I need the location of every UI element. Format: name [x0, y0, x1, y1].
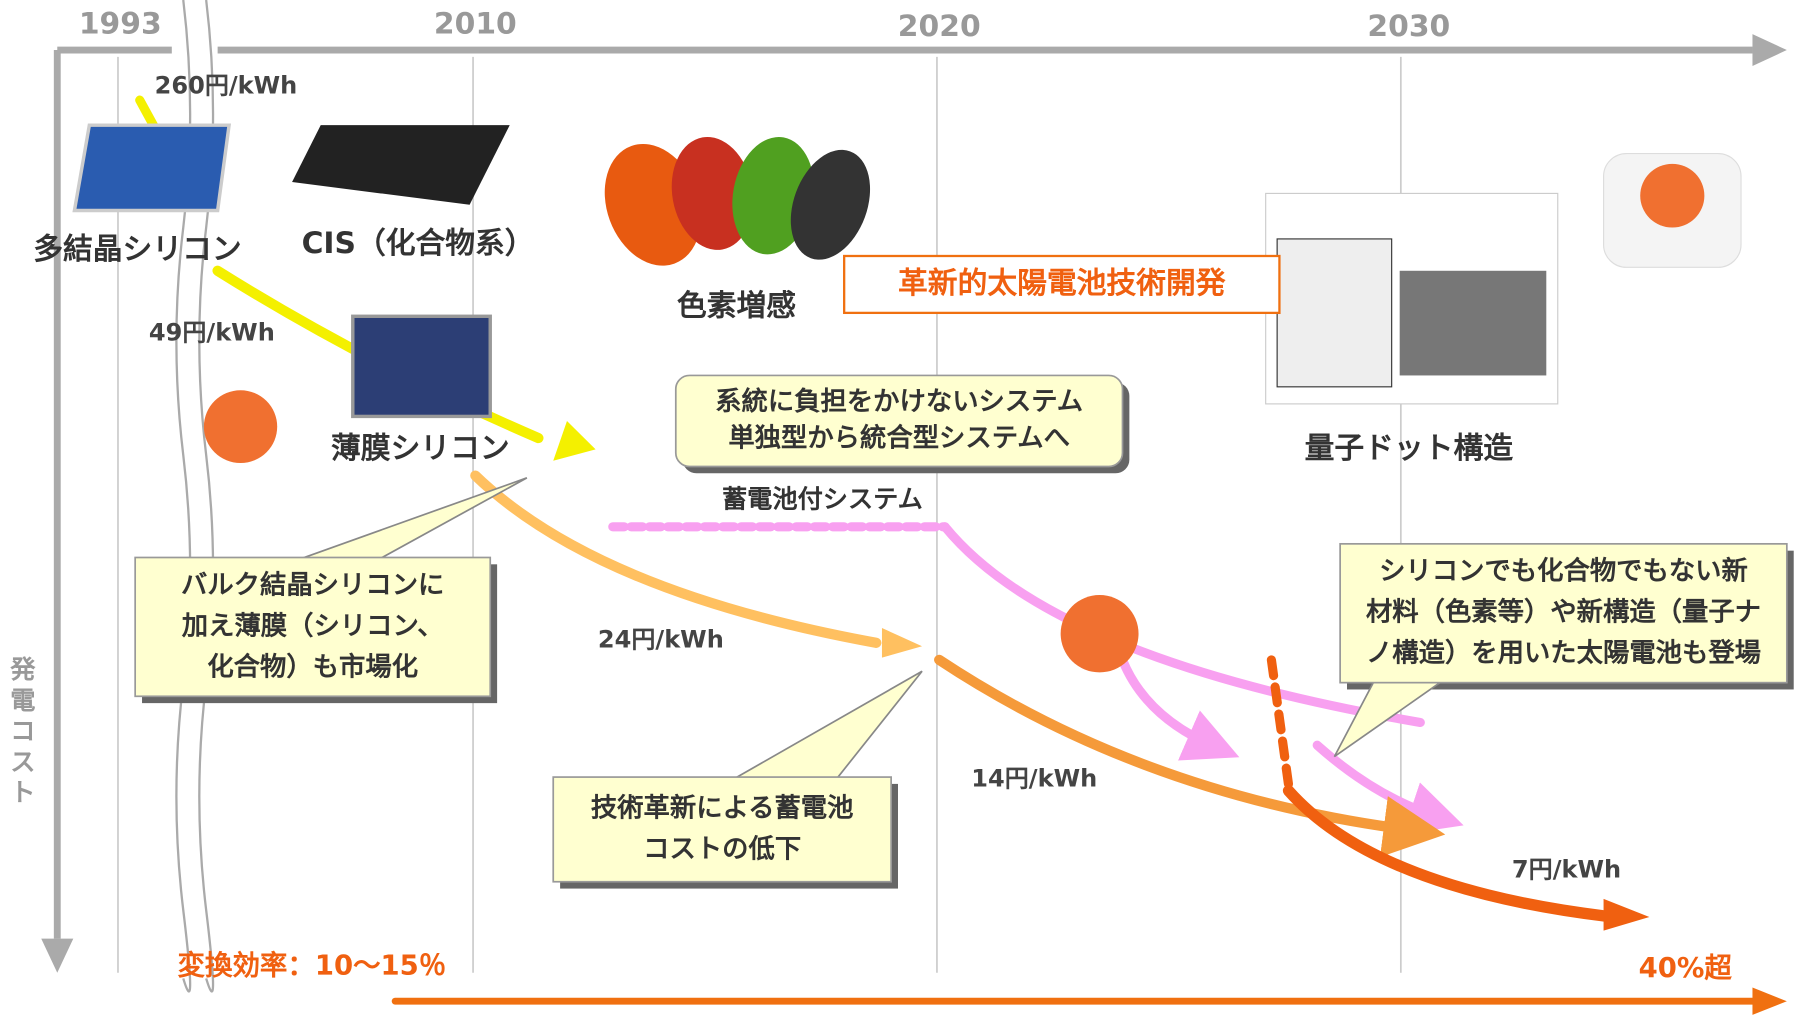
- efficiency-end: 40%超: [1639, 953, 1733, 984]
- axis-char: 電: [10, 686, 35, 715]
- callout-text: 単独型から統合型システムへ: [728, 423, 1070, 454]
- callout-text: 化合物）も市場化: [207, 651, 418, 682]
- axis-char: ス: [10, 747, 35, 776]
- year-label: 1993: [79, 6, 162, 41]
- technology-label: 多結晶シリコン: [33, 231, 241, 266]
- callout-text: 技術革新による蓄電池: [591, 792, 854, 823]
- callout-box: [552, 776, 892, 883]
- cost-label: 7円/kWh: [1512, 855, 1621, 883]
- technology-label: 色素増感: [677, 288, 796, 323]
- efficiency-start: 変換効率：10～15％: [178, 950, 447, 982]
- axis-label: 発電コスト: [9, 655, 36, 807]
- callout-text: 系統に負担をかけないシステム: [715, 386, 1083, 417]
- callout-text: コストの低下: [643, 834, 801, 864]
- callout-text: 加え薄膜（シリコン、: [182, 611, 444, 641]
- cost-label: 14円/kWh: [971, 764, 1097, 792]
- program-box: [843, 254, 1281, 315]
- callout-text: バルク結晶シリコンに: [181, 569, 444, 600]
- cost-label: 260円/kWh: [155, 72, 298, 100]
- callout-pointer: [729, 670, 923, 781]
- callout-text: シリコンでも化合物でもない新: [1379, 556, 1748, 587]
- illustrations: [72, 123, 1742, 673]
- year-label: 2030: [1367, 8, 1450, 43]
- technology-label: 量子ドット構造: [1305, 430, 1514, 465]
- program-label: 革新的太陽電池技術開発: [898, 265, 1226, 300]
- cost-label: 24円/kWh: [598, 626, 724, 654]
- callout-text: ノ構造）を用いた太陽電池も登場: [1366, 638, 1761, 669]
- year-label: 2020: [898, 8, 981, 43]
- callout-box: [134, 556, 492, 698]
- technology-label: 薄膜シリコン: [331, 430, 510, 465]
- callout-box: [1339, 542, 1788, 684]
- axis-char: 発: [9, 655, 36, 684]
- callout-box: [674, 374, 1124, 468]
- callout-text: 材料（色素等）や新構造（量子ナ: [1366, 597, 1761, 628]
- axis-char: コ: [10, 717, 35, 746]
- year-label: 2010: [434, 6, 517, 41]
- cost-label: 49円/kWh: [149, 318, 275, 346]
- callout-pointer: [297, 477, 528, 561]
- trend-lines: [135, 95, 1787, 1015]
- axis-char: ト: [10, 778, 35, 807]
- callout-pointer: [1333, 679, 1446, 758]
- technology-label: CIS（化合物系）: [302, 225, 535, 260]
- storage-label: 蓄電池付システム: [722, 485, 923, 514]
